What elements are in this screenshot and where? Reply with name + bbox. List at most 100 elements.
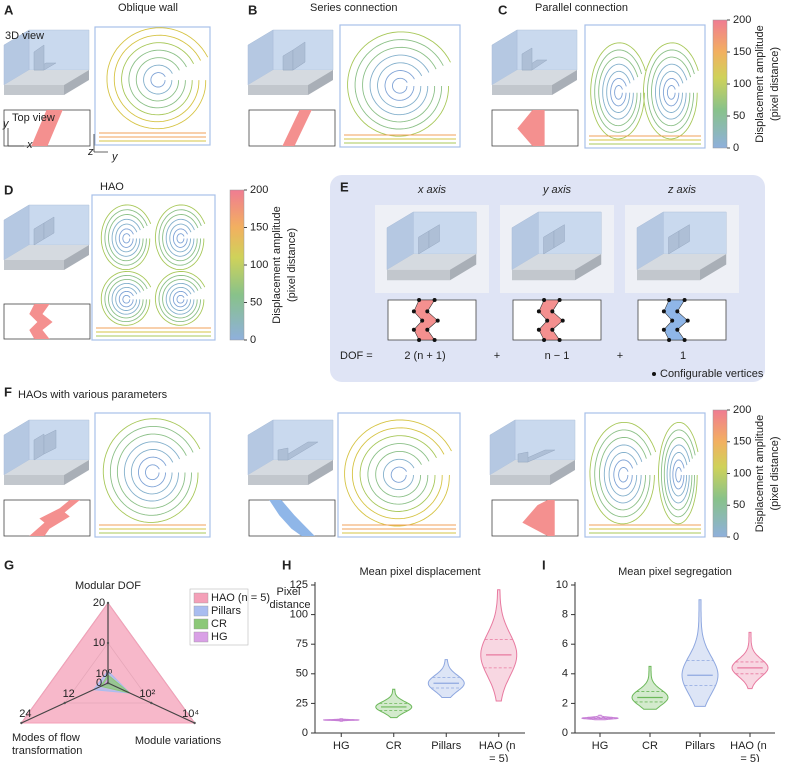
vertex-dot [536, 327, 541, 332]
floor [4, 460, 89, 475]
streamline [606, 70, 631, 113]
streamline [100, 204, 152, 271]
streamline [176, 294, 185, 304]
legend-swatch [193, 605, 209, 617]
floor [248, 460, 333, 475]
y-tick-label: 8 [562, 609, 568, 621]
base-side [550, 460, 575, 485]
base-front [512, 269, 575, 281]
streamline [104, 209, 148, 266]
floor [637, 254, 727, 270]
streamline [122, 294, 131, 304]
y-tick-label: 100 [290, 609, 308, 621]
violin-body [731, 631, 769, 690]
streamline [169, 286, 192, 311]
top-view-shape [522, 500, 555, 536]
vertex-dot [536, 309, 541, 314]
chart-title: Mean pixel segregation [618, 566, 732, 578]
base-side [575, 254, 602, 281]
radar-tick [193, 721, 196, 725]
x-tick-label: CR [386, 740, 402, 752]
obstacle [43, 429, 57, 455]
colorbar-tick-label: 50 [250, 296, 262, 308]
streamline [651, 56, 692, 127]
radar-tick-label: 24 [19, 708, 31, 720]
streamline [675, 467, 682, 483]
colorbar-tick-label: 150 [733, 436, 751, 448]
colorbar-tick-label: 200 [733, 14, 751, 26]
y-tick-label: 125 [290, 579, 308, 591]
legend-swatch [193, 592, 209, 604]
legend-swatch [193, 618, 209, 630]
streamline [172, 290, 188, 308]
legend-dot [652, 372, 656, 376]
base-front [4, 85, 64, 95]
base-front [387, 269, 450, 281]
streamline [662, 77, 680, 107]
y-axis-label: Pixel distance [270, 586, 311, 611]
streamline [165, 218, 195, 257]
vertex-dot [550, 309, 555, 314]
base-side [552, 70, 577, 95]
dof-label: DOF = [340, 350, 373, 362]
axis-name: Modular DOF [75, 580, 141, 592]
legend-label: HAO (n = 5) [211, 592, 270, 604]
view-label: Top view [12, 112, 55, 124]
column-title: y axis [542, 184, 572, 196]
streamline [610, 77, 627, 107]
flow-frame [339, 24, 461, 148]
vertex-dot [432, 338, 437, 342]
axis-letter: y [111, 151, 119, 163]
radar-tick-label: 12 [63, 688, 75, 700]
floor [512, 254, 602, 270]
colorbar [712, 19, 728, 149]
streamline [115, 286, 138, 311]
radar-tick [106, 641, 110, 645]
streamline [344, 419, 452, 527]
panel-label: F [4, 384, 12, 399]
y-tick-label: 0 [302, 727, 308, 739]
streamline [618, 467, 629, 483]
colorbar-tick-label: 0 [733, 142, 739, 154]
colorbar-tick-label: 50 [733, 499, 745, 511]
violin-body [631, 665, 669, 710]
streamline [598, 56, 639, 127]
streamline [108, 214, 145, 262]
streamline [154, 270, 206, 326]
base-side [64, 460, 89, 485]
base-side [64, 245, 89, 270]
colorbar [229, 189, 245, 341]
chart-title: Mean pixel displacement [359, 566, 480, 578]
base-front [4, 475, 64, 485]
vertex-dot [425, 327, 430, 332]
base-side [450, 254, 477, 281]
legend-swatch [193, 631, 209, 643]
vertex-dot [435, 318, 440, 323]
radar-tick-label: 10⁴ [182, 708, 199, 720]
vertex-dot [682, 298, 687, 302]
streamline [660, 429, 696, 518]
flow-frame [337, 412, 461, 538]
y-tick-label: 2 [562, 697, 568, 709]
legend-label: HG [211, 631, 228, 643]
x-tick-label: HAO (n = 5) [730, 740, 770, 762]
streamline [672, 459, 685, 490]
streamline [377, 62, 423, 108]
y-tick-label: 50 [296, 668, 308, 680]
floor [4, 70, 89, 85]
streamline [594, 429, 652, 518]
y-tick-label: 25 [296, 697, 308, 709]
view-label: 3D view [5, 30, 44, 42]
x-tick-label: CR [642, 740, 658, 752]
streamline [143, 64, 173, 95]
y-tick-label: 0 [562, 727, 568, 739]
obstacle [277, 447, 289, 461]
vertex-dot [425, 309, 430, 314]
panel-label: E [340, 179, 349, 194]
streamline [111, 218, 141, 257]
streamline [138, 456, 167, 488]
dof-term: 1 [680, 350, 686, 362]
y-tick-label: 75 [296, 638, 308, 650]
radar-tick-label: 10² [139, 688, 155, 700]
vertex-dot [675, 327, 680, 332]
